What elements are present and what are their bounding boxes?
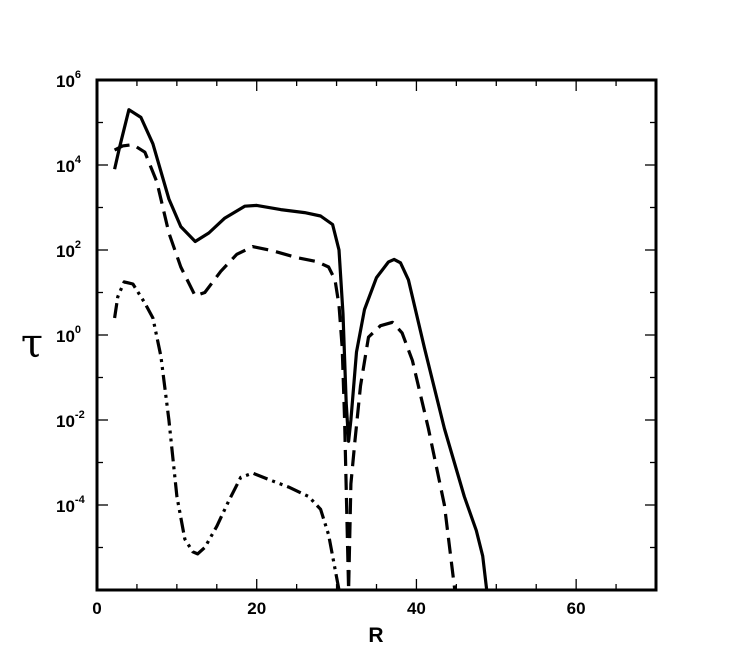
y-tick-label: 102	[56, 239, 81, 261]
x-tick-labels: 0 20 40 60	[92, 599, 585, 618]
x-tick-label: 40	[407, 599, 426, 618]
y-tick-label: 106	[56, 69, 81, 91]
y-tick-label: 104	[56, 154, 82, 176]
y-tick-label: 10-2	[56, 409, 85, 431]
x-axis-title: R	[368, 624, 383, 647]
x-tick-label: 20	[247, 599, 266, 618]
series-line-dash-dot-dot	[113, 280, 341, 591]
y-tick-label: 10-4	[56, 494, 86, 516]
y-axis-title: τ	[21, 321, 43, 367]
tick-marks	[96, 79, 657, 591]
plot-frame	[95, 78, 658, 592]
series-line-dashed	[113, 143, 457, 592]
y-tick-labels: 106 104 102 100 10-2 10-4	[56, 69, 86, 516]
y-tick-label: 100	[56, 324, 81, 346]
x-tick-label: 0	[92, 599, 101, 618]
x-tick-label: 60	[567, 599, 586, 618]
series-layer	[113, 108, 489, 592]
series-line-solid	[113, 108, 489, 591]
